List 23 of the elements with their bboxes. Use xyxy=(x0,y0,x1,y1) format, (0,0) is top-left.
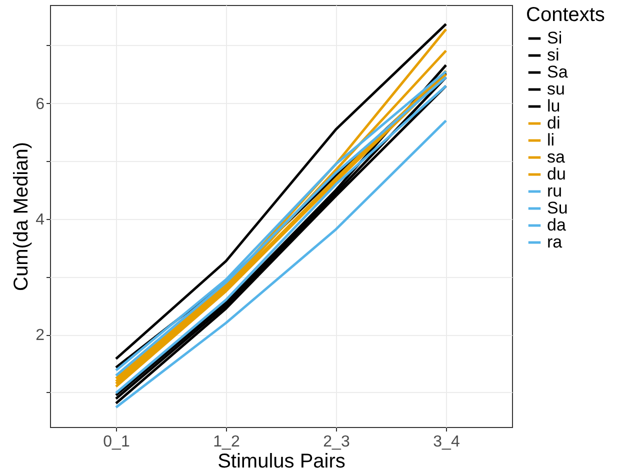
y-axis-title: Cum(da Median) xyxy=(10,142,33,291)
y-tick-label: 2 xyxy=(36,327,45,344)
x-tick-label: 0_1 xyxy=(103,434,130,450)
legend-label: Si xyxy=(547,28,562,48)
y-tick-label: 4 xyxy=(36,211,45,228)
x-tick-label: 1_2 xyxy=(213,434,240,450)
x-tick-label: 2_3 xyxy=(323,434,350,450)
legend-label: Sa xyxy=(547,62,568,82)
legend-label: di xyxy=(547,114,560,132)
y-tick-label: 6 xyxy=(36,96,45,113)
legend-label: ra xyxy=(547,232,563,252)
legend-label: du xyxy=(547,164,566,184)
x-tick-label: 3_4 xyxy=(433,434,460,450)
legend-label: si xyxy=(547,46,560,64)
legend-label: su xyxy=(547,80,565,98)
legend-label: da xyxy=(547,216,566,234)
legend-title: Contexts xyxy=(526,4,605,26)
x-axis-title: Stimulus Pairs xyxy=(218,450,346,469)
legend-label: sa xyxy=(547,148,566,166)
legend-label: lu xyxy=(547,96,560,116)
legend-label: li xyxy=(547,130,555,150)
legend-label: ru xyxy=(547,182,562,200)
legend-label: Su xyxy=(547,198,568,218)
